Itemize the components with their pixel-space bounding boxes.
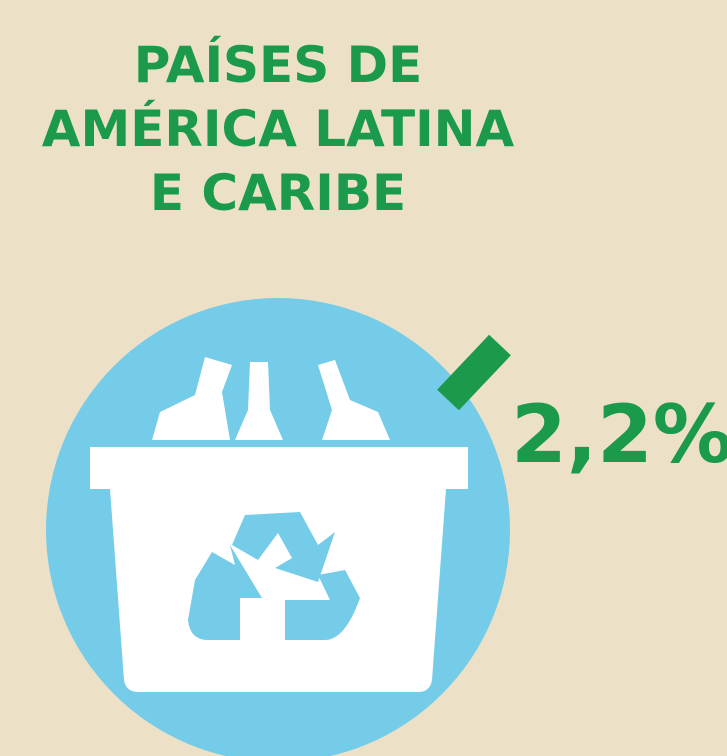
bottles	[152, 357, 390, 440]
title-line: PAÍSES DE	[134, 35, 423, 94]
title-line: AMÉRICA LATINA	[42, 99, 515, 158]
title-line: E CARIBE	[150, 164, 406, 222]
recycle-symbol	[188, 512, 360, 640]
wedge	[437, 334, 511, 411]
bin	[90, 447, 468, 692]
value-label: 2,2%	[511, 388, 727, 481]
